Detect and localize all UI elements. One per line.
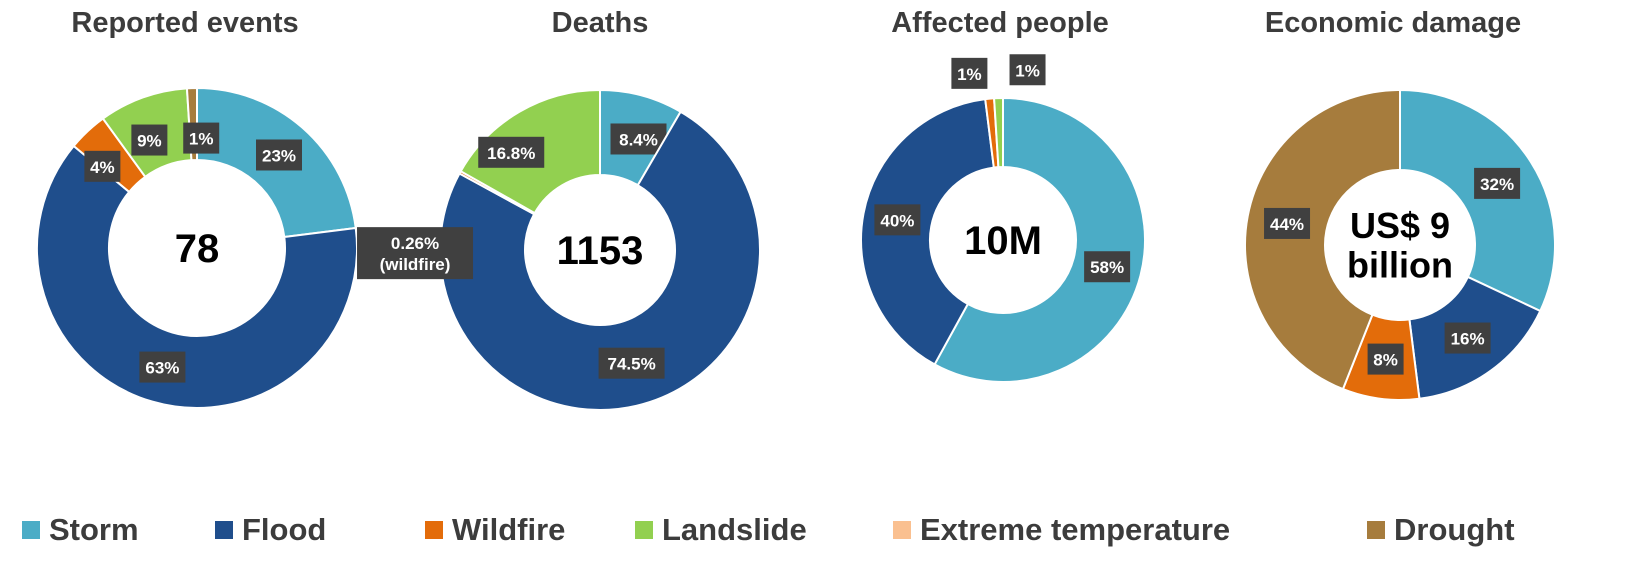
data-label-box bbox=[131, 124, 168, 156]
data-label: 1% bbox=[1015, 61, 1040, 80]
legend-label: Drought bbox=[1394, 512, 1515, 547]
data-label-box bbox=[951, 57, 988, 89]
legend-swatch bbox=[425, 521, 443, 539]
data-label: 1% bbox=[189, 130, 214, 149]
chart-title: Reported events bbox=[71, 7, 298, 39]
slice-flood bbox=[860, 98, 995, 366]
data-label: 74.5% bbox=[607, 355, 655, 374]
data-label: 44% bbox=[1270, 215, 1304, 234]
legend-label: Extreme temperature bbox=[920, 512, 1231, 547]
legend-item-wildfire: Wildfire bbox=[425, 512, 565, 548]
legend-label: Flood bbox=[242, 512, 327, 547]
data-label-box bbox=[1444, 322, 1491, 354]
legend-label: Landslide bbox=[662, 512, 807, 547]
data-label: 4% bbox=[90, 158, 115, 177]
donut-reported-events: Reported events 23% 63% 4% 9% 1% 78 bbox=[36, 7, 358, 409]
legend: Storm Flood Wildfire Landslide Extreme tempe… bbox=[0, 512, 1650, 572]
legend-item-flood: Flood bbox=[215, 512, 326, 548]
data-label: 23% bbox=[262, 146, 296, 165]
slice-landslide bbox=[993, 96, 1004, 169]
data-label: 32% bbox=[1480, 175, 1514, 194]
donut-charts: Reported events 23% 63% 4% 9% 1% 78 Deaths 8.4% 7… bbox=[36, 7, 1556, 411]
legend-swatch bbox=[1367, 521, 1385, 539]
data-label: 8.4% bbox=[619, 130, 658, 149]
legend-swatch bbox=[22, 521, 40, 539]
donut-deaths: Deaths 8.4% 74.5% 0.26% (wildfire) 16.8% 1153 bbox=[357, 7, 761, 411]
data-label: 40% bbox=[880, 211, 914, 230]
center-total: 1153 bbox=[557, 229, 644, 273]
center-total: 78 bbox=[175, 227, 220, 271]
data-label-box bbox=[1367, 343, 1404, 375]
legend-label: Storm bbox=[49, 512, 139, 547]
legend-item-extreme-temperature: Extreme temperature bbox=[893, 512, 1230, 548]
slice-storm bbox=[1399, 88, 1556, 313]
chart-title: Affected people bbox=[891, 7, 1109, 39]
data-label: 9% bbox=[137, 132, 162, 151]
slice-flood bbox=[36, 144, 358, 409]
legend-item-landslide: Landslide bbox=[635, 512, 807, 548]
data-label: 63% bbox=[145, 359, 179, 378]
data-label-box bbox=[1009, 54, 1046, 86]
chart-title: Economic damage bbox=[1265, 7, 1521, 39]
data-label-box bbox=[139, 351, 186, 383]
slice-storm bbox=[933, 96, 1146, 383]
center-total: US$ 9 billion bbox=[1347, 205, 1453, 286]
donut-economic-damage: Economic damage 32% 16% 8% 44% US$ 9 billion bbox=[1244, 7, 1556, 401]
donut-affected-people: Affected people 58% 40% 1% 1% 10M bbox=[860, 7, 1146, 383]
slice-drought bbox=[1244, 88, 1401, 391]
data-label-box bbox=[84, 150, 121, 182]
data-label-box bbox=[610, 123, 667, 155]
data-label-box bbox=[183, 122, 220, 154]
data-label: 58% bbox=[1090, 258, 1124, 277]
data-label: 16% bbox=[1451, 330, 1485, 349]
legend-swatch bbox=[635, 521, 653, 539]
data-label: 8% bbox=[1373, 351, 1398, 370]
data-label-box bbox=[598, 347, 665, 379]
data-label-box bbox=[256, 139, 303, 171]
data-label-box bbox=[1084, 251, 1131, 283]
data-label-box bbox=[357, 227, 474, 280]
legend-swatch bbox=[215, 521, 233, 539]
legend-label: Wildfire bbox=[452, 512, 566, 547]
legend-item-storm: Storm bbox=[22, 512, 139, 548]
center-total: 10M bbox=[964, 219, 1042, 263]
data-label-box bbox=[478, 136, 545, 168]
chart-title: Deaths bbox=[552, 7, 649, 39]
data-label-box bbox=[874, 204, 921, 236]
data-label: 1% bbox=[957, 65, 982, 84]
data-label: 16.8% bbox=[487, 144, 535, 163]
data-label: 0.26% (wildfire) bbox=[380, 234, 451, 274]
legend-swatch bbox=[893, 521, 911, 539]
legend-item-drought: Drought bbox=[1367, 512, 1515, 548]
data-label-box bbox=[1474, 167, 1521, 199]
data-label-box bbox=[1264, 207, 1311, 239]
